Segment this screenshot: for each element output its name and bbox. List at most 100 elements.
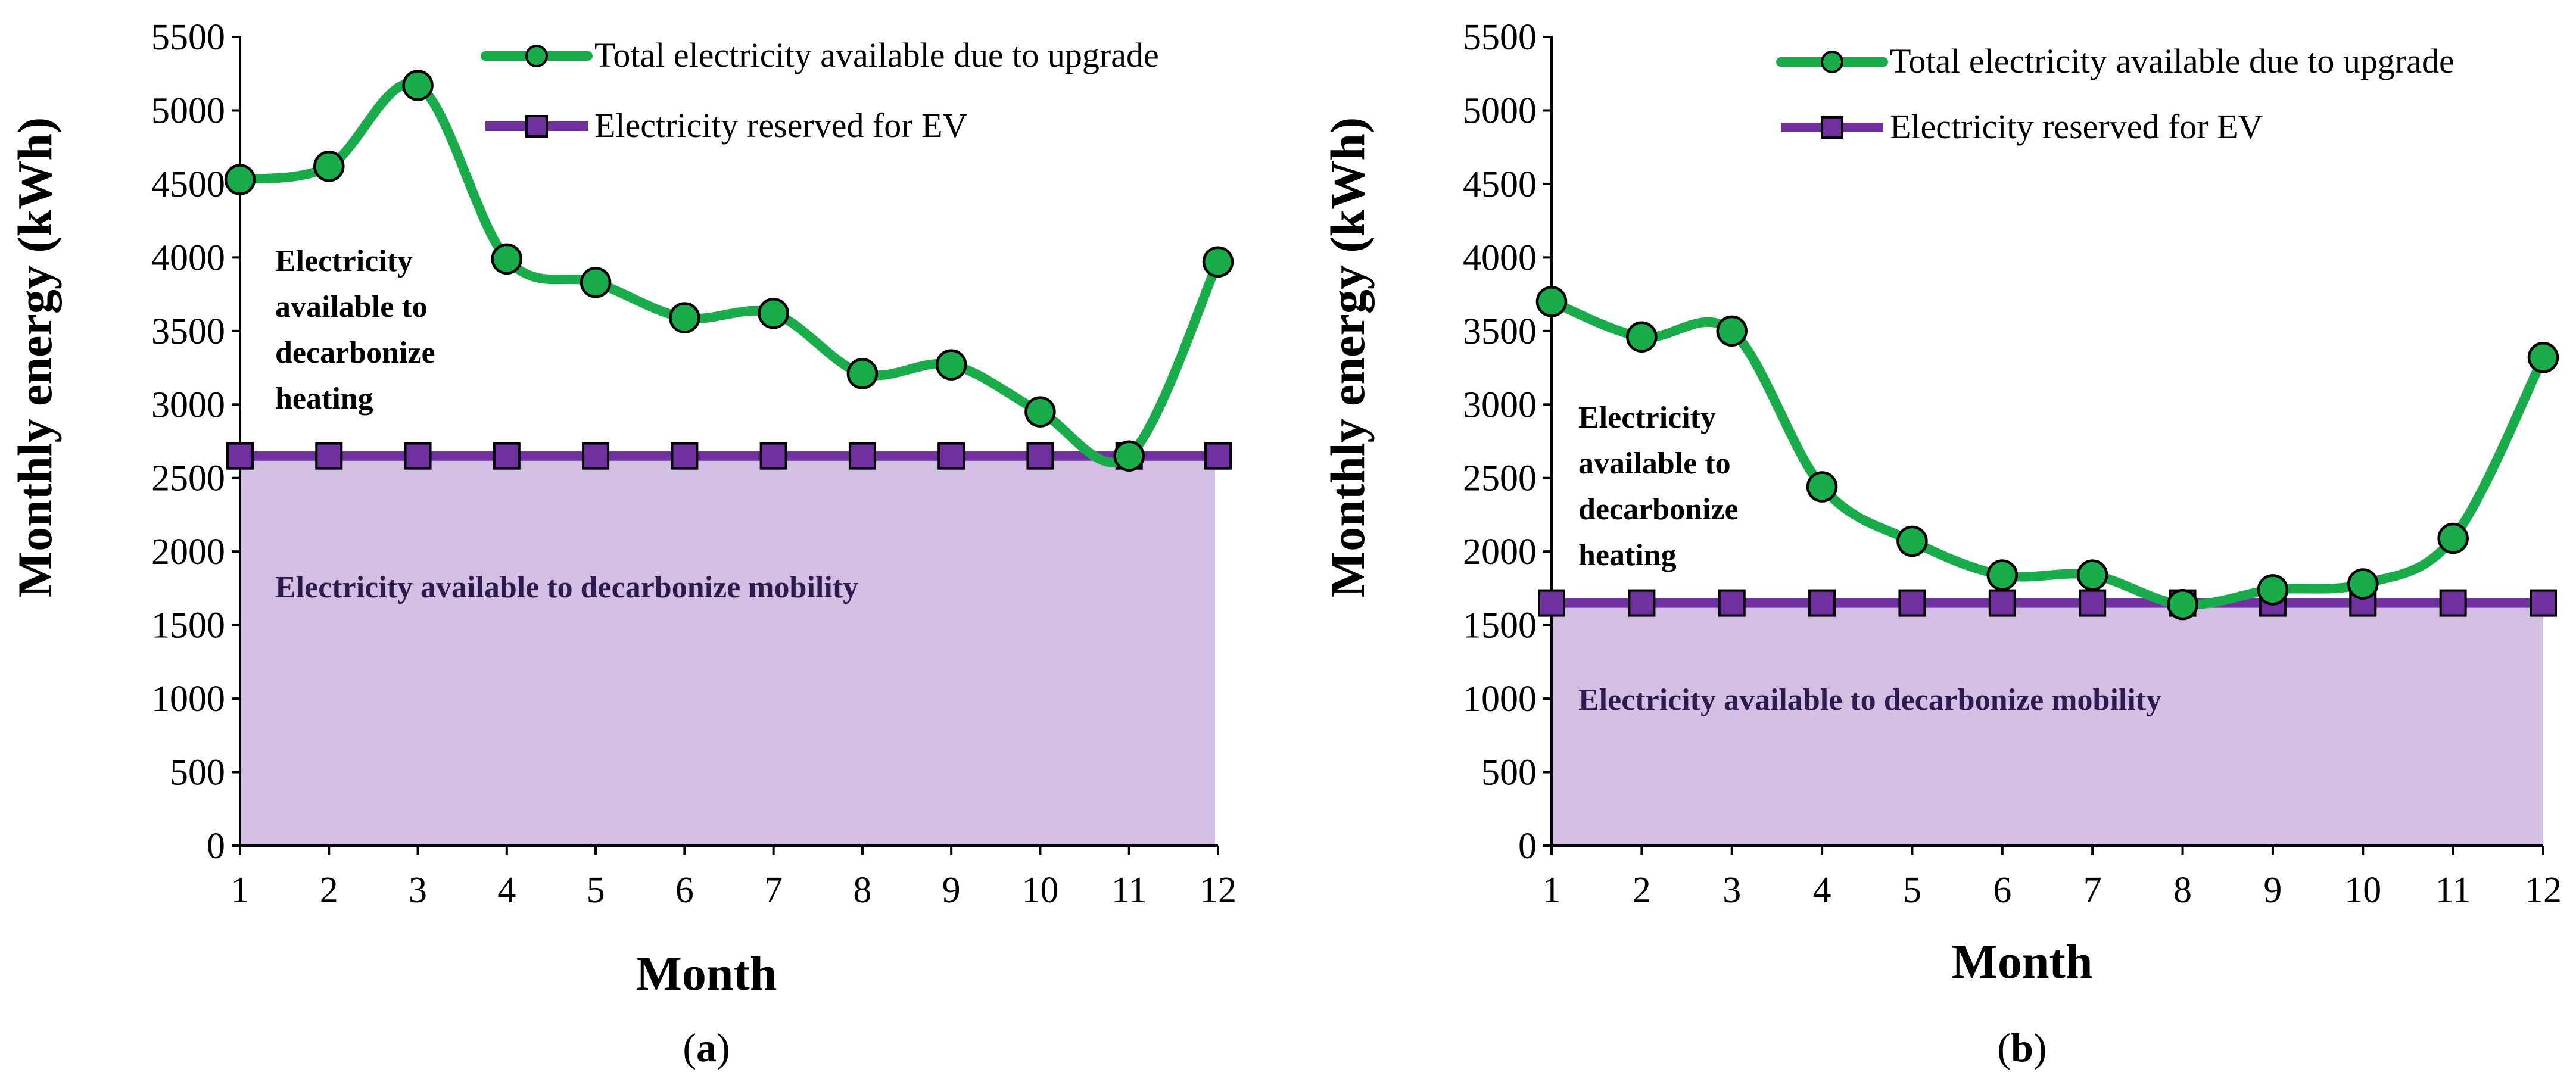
panel-a-y-tick-label: 2000: [151, 532, 225, 572]
panel-a-ev-marker: [759, 442, 787, 470]
panel-a: 0 500 1000 1500 2000 2500 3000 3500 4000 4500 5000…: [8, 17, 1236, 1070]
panel-a-total-series: [224, 70, 1234, 472]
panel-a-ev-marker: [582, 442, 610, 470]
panel-a-caption-close: ): [717, 1025, 730, 1070]
panel-b-x-tick-label: 12: [2525, 870, 2562, 911]
panel-b-x-tick-label: 7: [2083, 870, 2102, 911]
panel-a-total-marker: [580, 267, 612, 298]
panel-a-x-tick-label: 3: [409, 870, 427, 911]
panel-a-x-tick-label: 7: [764, 870, 783, 911]
panel-b-y-axis-title: Monthly energy (kWh): [1320, 117, 1375, 597]
panel-b-y-tick-label: 3000: [1463, 385, 1537, 425]
panel-a-y-tick-labels: 0 500 1000 1500 2000 2500 3000 3500 4000 4500 5000…: [151, 17, 225, 866]
panel-a-total-marker: [224, 164, 256, 195]
panel-b-total-marker: [2347, 568, 2379, 600]
panel-a-caption: (a): [683, 1025, 730, 1070]
panel-a-heating-line-3: decarbonize: [275, 336, 435, 370]
panel-a-ev-marker: [404, 442, 432, 470]
panel-a-y-axis-title: Monthly energy (kWh): [8, 117, 62, 597]
panel-a-ev-marker: [493, 442, 521, 470]
panel-b-total-marker: [1806, 471, 1838, 503]
panel-a-y-tick-label: 1000: [151, 679, 225, 719]
panel-a-x-tick-label: 1: [231, 870, 250, 911]
panel-a-x-tick-label: 12: [1200, 870, 1236, 911]
panel-b-y-tick-label: 3500: [1463, 311, 1537, 352]
panel-b-total-marker: [1716, 315, 1748, 347]
panel-b-y-tick-label: 4000: [1463, 238, 1537, 278]
panel-a-mobility-fill: [240, 456, 1215, 846]
panel-a-x-tick-label: 4: [497, 870, 516, 911]
panel-b-legend: Total electricity available due to upgra…: [1776, 42, 2454, 146]
panel-b-total-series: [1535, 286, 2559, 621]
panel-b-x-tick-label: 11: [2435, 870, 2471, 911]
panel-a-total-marker: [846, 358, 879, 389]
panel-a-y-tick-label: 3500: [151, 311, 225, 352]
panel-a-total-marker: [669, 302, 700, 333]
panel-a-y-tick-label: 500: [170, 753, 225, 793]
panel-b-heating-annotation: Electricity available to decarbonize hea…: [1578, 401, 1739, 572]
panel-a-x-tick-label: 11: [1111, 870, 1147, 911]
panel-b-ev-marker: [1898, 589, 1926, 617]
panel-b-heating-line-2: available to: [1578, 447, 1731, 481]
panel-a-mobility-area: [240, 456, 1215, 846]
panel-a-x-tick-label: 9: [942, 870, 961, 911]
panel-a-ev-marker: [1026, 442, 1054, 470]
panel-a-total-marker: [1024, 396, 1056, 428]
panel-b-legend-total-label: Total electricity available due to upgra…: [1890, 42, 2454, 80]
panel-a-total-marker: [1202, 246, 1234, 278]
panel-b-y-tick-label: 2000: [1463, 532, 1537, 572]
panel-b-x-axis-title: Month: [1952, 934, 2093, 989]
panel-b-ev-marker: [1808, 589, 1836, 617]
panel-a-x-tick-labels: 1 2 3 4 5 6 7 8 9 10 11 12: [231, 870, 1237, 911]
panel-b-y-tick-labels: 0 500 1000 1500 2000 2500 3000 3500 4000 4500 5000…: [1463, 17, 1537, 866]
panel-a-ev-marker: [671, 442, 699, 470]
panel-b-total-marker: [2257, 574, 2289, 606]
panel-b-heating-line-1: Electricity: [1578, 401, 1716, 435]
panel-b-legend-total-marker: [1821, 51, 1843, 73]
panel-a-heating-annotation: Electricity available to decarbonize hea…: [275, 244, 435, 416]
panel-b-total-marker: [1626, 321, 1658, 353]
panel-b-y-tick-label: 5500: [1463, 17, 1537, 58]
panel-b-x-tick-label: 9: [2263, 870, 2282, 911]
panel-b-mobility-fill: [1552, 603, 2543, 846]
panel-b-mobility-annotation: Electricity available to decarbonize mob…: [1578, 683, 2161, 717]
panel-a-y-tick-label: 0: [207, 826, 225, 866]
panel-a-heating-line-1: Electricity: [275, 244, 413, 278]
panel-a-x-tick-label: 5: [587, 870, 605, 911]
panel-b-ev-marker: [1988, 589, 2016, 617]
panel-b-total-marker: [2167, 588, 2198, 621]
panel-b-y-tick-label: 1000: [1463, 679, 1537, 719]
panel-a-x-tick-label: 8: [853, 870, 871, 911]
panel-b-total-marker: [2076, 559, 2108, 591]
panel-b-y-tick-label: 500: [1481, 753, 1537, 793]
panel-b-y-tick-label: 2500: [1463, 459, 1537, 499]
panel-b-x-tick-labels: 1 2 3 4 5 6 7 8 9 10 11 12: [1543, 870, 2562, 911]
panel-b-mobility-area: [1552, 603, 2543, 846]
panel-b-x-tick-label: 3: [1722, 870, 1741, 911]
panel-a-heating-line-4: heating: [275, 382, 373, 416]
panel-b-x-tick-label: 8: [2173, 870, 2192, 911]
panel-a-legend-ev-label: Electricity reserved for EV: [594, 106, 968, 145]
panel-b-x-tick-label: 6: [1993, 870, 2011, 911]
panel-b-y-tick-label: 0: [1518, 826, 1537, 866]
panel-b: 0 500 1000 1500 2000 2500 3000 3500 4000 4500 5000…: [1320, 17, 2562, 1070]
panel-b-axes: [1543, 36, 2544, 855]
panel-a-legend-total-label: Total electricity available due to upgra…: [594, 36, 1159, 74]
panel-b-total-marker: [2527, 342, 2559, 373]
panel-a-total-marker: [491, 243, 523, 275]
panel-b-x-tick-label: 2: [1633, 870, 1651, 911]
panel-a-y-tick-label: 5500: [151, 17, 225, 58]
panel-a-x-tick-label: 6: [675, 870, 694, 911]
panel-a-ev-marker: [315, 442, 343, 470]
panel-a-y-tick-label: 4000: [151, 238, 225, 278]
panel-b-total-marker: [1535, 286, 1568, 317]
panel-b-caption: (b): [1997, 1025, 2047, 1070]
panel-b-ev-marker: [1718, 589, 1746, 617]
panel-b-total-marker: [1986, 559, 2019, 591]
panel-a-total-marker: [402, 70, 434, 101]
panel-a-ev-marker: [937, 442, 965, 470]
panel-b-legend-ev-marker: [1821, 116, 1843, 139]
panel-b-x-tick-label: 10: [2344, 870, 2381, 911]
panel-a-y-tick-label: 1500: [151, 606, 225, 646]
panel-a-x-axis-title: Month: [636, 946, 777, 1000]
